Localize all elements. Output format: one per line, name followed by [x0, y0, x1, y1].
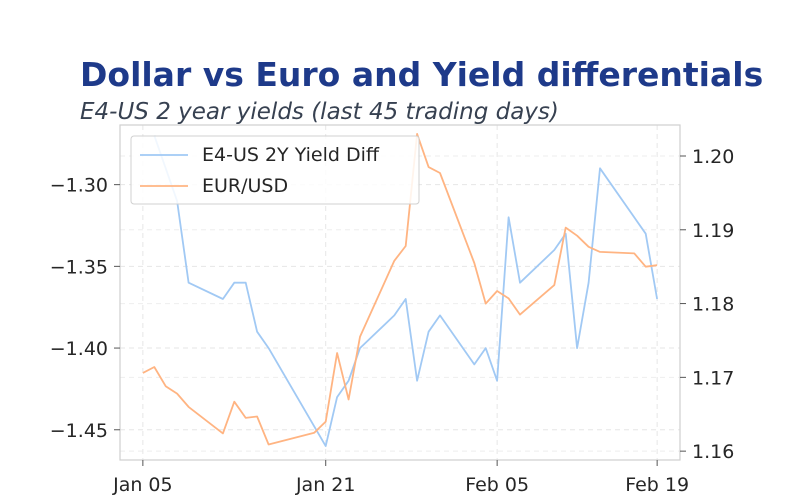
right-tick-label: 1.18: [692, 294, 734, 316]
legend-label-yield-diff: E4-US 2Y Yield Diff: [202, 144, 380, 166]
right-tick-label: 1.16: [692, 441, 734, 463]
chart-subtitle: E4-US 2 year yields (last 45 trading day…: [80, 99, 559, 125]
x-tick-label: Feb 05: [465, 474, 529, 496]
right-tick-label: 1.20: [692, 146, 734, 168]
series-line-eurusd: [142, 133, 658, 446]
left-tick-label: −1.45: [50, 420, 108, 442]
left-tick-label: −1.30: [50, 175, 108, 197]
legend-label-eurusd: EUR/USD: [202, 175, 288, 197]
legend-box: [130, 135, 420, 205]
series-lines: [142, 133, 658, 447]
legend: E4-US 2Y Yield Diff EUR/USD: [130, 135, 420, 205]
left-y-axis: −1.30 −1.35 −1.40 −1.45: [50, 175, 120, 442]
plot-frame: [119, 124, 681, 461]
left-tick-label: −1.35: [50, 256, 108, 278]
x-tick-label: Jan 05: [112, 474, 173, 496]
right-tick-label: 1.17: [692, 367, 734, 389]
right-tick-label: 1.19: [692, 220, 734, 242]
x-tick-label: Jan 21: [295, 474, 356, 496]
right-y-axis: 1.20 1.19 1.18 1.17 1.16: [680, 146, 734, 463]
series-line-yield-diff: [153, 135, 658, 447]
chart-title: Dollar vs Euro and Yield differentials: [80, 55, 763, 94]
left-tick-label: −1.40: [50, 338, 108, 360]
x-tick-label: Feb 19: [625, 474, 689, 496]
x-axis: Jan 05 Jan 21 Feb 05 Feb 19: [112, 460, 689, 496]
